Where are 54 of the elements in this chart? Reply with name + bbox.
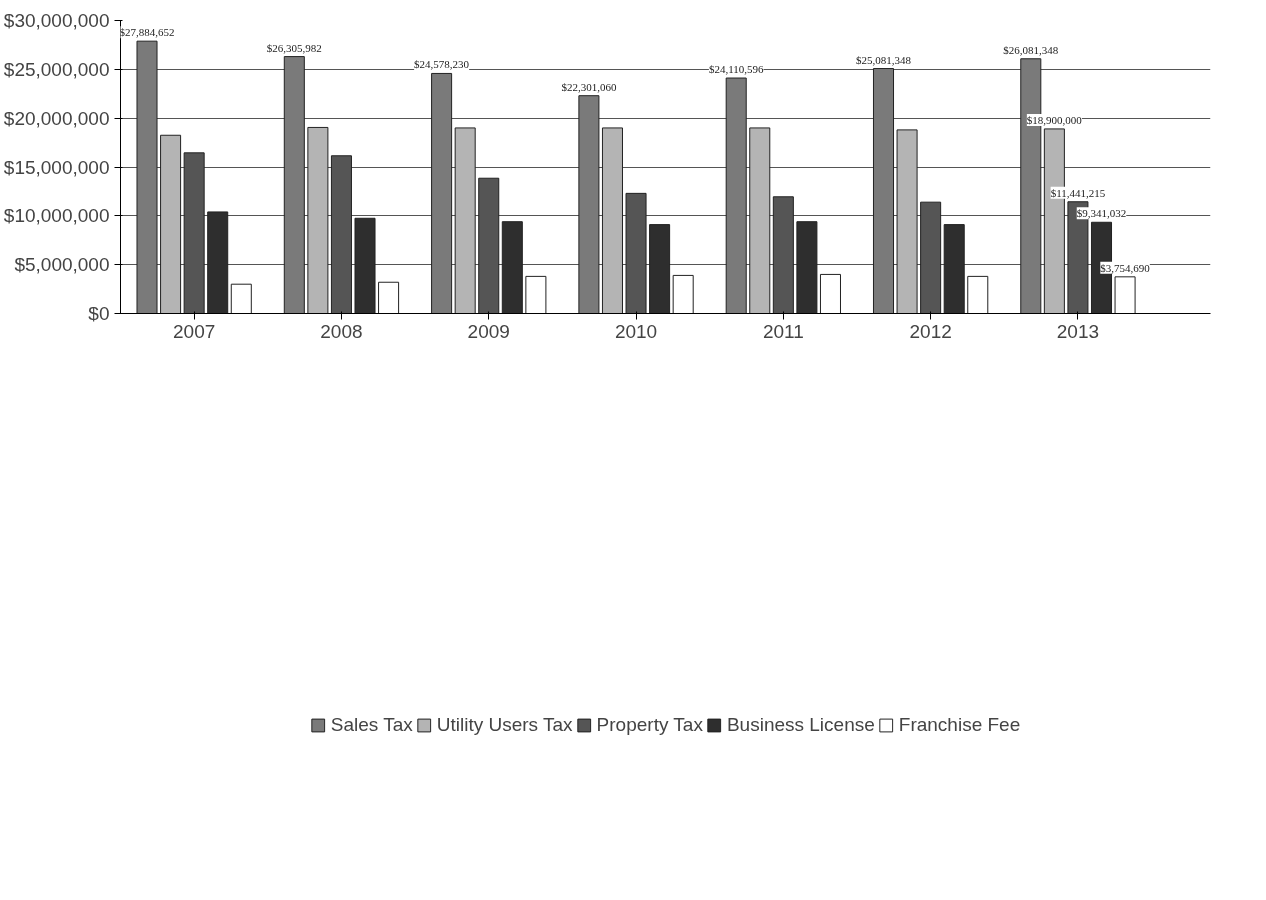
y-tick-label: $25,000,000: [3, 58, 110, 80]
bar: [160, 134, 182, 314]
y-tick-label: $20,000,000: [3, 107, 110, 129]
x-tick-label: 2011: [762, 320, 804, 342]
bar: [307, 126, 329, 314]
x-tick-label: 2012: [909, 320, 952, 342]
bar: [649, 224, 671, 314]
legend-label: Sales Tax: [330, 713, 413, 736]
x-tick-label: 2009: [467, 320, 510, 342]
y-tick-label: $5,000,000: [14, 254, 110, 276]
bar: [501, 221, 523, 314]
x-tick-label: 2007: [173, 320, 216, 342]
data-label: $24,110,596: [708, 63, 764, 76]
y-tick-label: $15,000,000: [3, 156, 110, 178]
bar: [525, 275, 547, 314]
bar: [454, 127, 476, 314]
y-tick-label: $10,000,000: [3, 205, 110, 227]
bar: [896, 129, 918, 314]
bar: [725, 77, 747, 314]
y-tick-label: $30,000,000: [3, 10, 110, 31]
bar: [749, 127, 771, 314]
bar: [207, 211, 229, 314]
legend-label: Franchise Fee: [898, 713, 1021, 736]
x-tick-label: 2008: [320, 320, 363, 342]
y-tick-label: $0: [88, 303, 110, 324]
data-label: $26,305,982: [266, 41, 322, 54]
bar: [283, 56, 305, 314]
bar: [230, 283, 252, 314]
bar: [872, 68, 895, 314]
bar: [601, 127, 623, 314]
data-label: $24,578,230: [414, 58, 470, 71]
data-label: $3,754,690: [1100, 261, 1151, 274]
bar: [943, 224, 965, 314]
legend-label: Utility Users Tax: [436, 713, 573, 736]
data-label: $26,081,348: [1003, 43, 1059, 56]
data-label: $25,081,348: [856, 53, 912, 66]
x-tick-label: 2010: [614, 320, 658, 342]
bar: [1114, 276, 1136, 314]
data-label: $22,301,060: [561, 80, 617, 93]
bar: [431, 72, 453, 314]
bar: [378, 281, 400, 314]
bar: [796, 221, 818, 314]
bar: [578, 95, 600, 314]
data-label: $11,441,215: [1050, 186, 1106, 199]
bar: [354, 217, 376, 314]
legend-label: Business License: [726, 713, 875, 736]
bar: [819, 273, 841, 314]
data-label: $9,341,032: [1076, 207, 1127, 220]
bar: [967, 275, 989, 314]
data-label: $18,900,000: [1026, 113, 1083, 126]
bar: [136, 40, 158, 314]
bar: [672, 274, 694, 314]
legend-label: Property Tax: [596, 713, 703, 736]
x-tick-label: 2013: [1056, 320, 1100, 342]
